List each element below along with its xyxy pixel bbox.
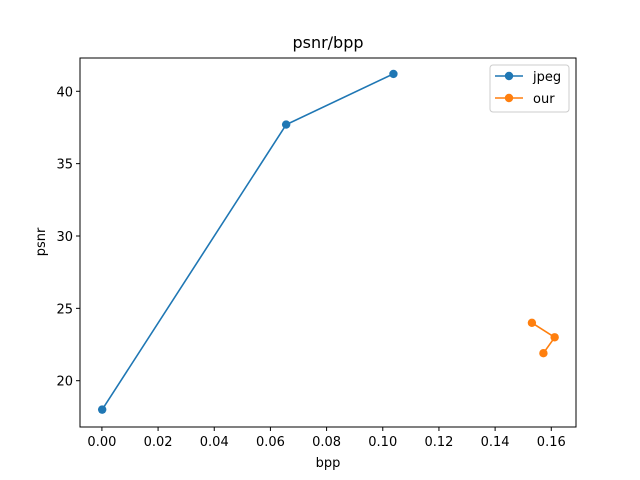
x-tick-label: 0.06 xyxy=(256,435,285,450)
y-tick-label: 20 xyxy=(56,375,73,390)
data-point-our xyxy=(550,333,559,342)
x-tick-label: 0.12 xyxy=(424,435,453,450)
x-tick-label: 0.16 xyxy=(537,435,566,450)
data-point-our xyxy=(539,349,548,358)
legend-marker-our xyxy=(504,93,514,103)
y-tick-label: 30 xyxy=(56,230,73,245)
legend-marker-jpeg xyxy=(504,71,514,81)
x-tick-label: 0.00 xyxy=(87,435,116,450)
data-point-jpeg xyxy=(97,405,107,414)
legend-label-jpeg: jpeg xyxy=(532,70,561,85)
y-tick-label: 25 xyxy=(56,302,73,317)
x-tick-label: 0.10 xyxy=(368,435,397,450)
legend-label-our: our xyxy=(533,92,555,107)
y-axis-title: psnr xyxy=(34,227,49,256)
legend: jpeg our xyxy=(489,64,570,113)
data-point-jpeg xyxy=(281,120,291,129)
x-tick-label: 0.02 xyxy=(144,435,173,450)
data-point-our xyxy=(527,318,537,328)
x-tick-label: 0.04 xyxy=(200,435,229,450)
chart-title: psnr/bpp xyxy=(292,33,363,52)
plot-frame xyxy=(79,57,577,428)
y-axis: 20 25 30 35 40 xyxy=(56,85,80,390)
plot-series xyxy=(97,69,559,414)
x-tick-label: 0.14 xyxy=(481,435,510,450)
data-point-jpeg xyxy=(389,69,398,79)
x-axis: 0.00 0.02 0.04 0.06 0.08 0.10 0.12 0.14 0.16 xyxy=(87,427,566,450)
x-axis-title: bpp xyxy=(316,456,341,471)
y-tick-label: 40 xyxy=(56,85,73,100)
y-tick-label: 35 xyxy=(56,158,73,173)
x-tick-label: 0.08 xyxy=(312,435,341,450)
